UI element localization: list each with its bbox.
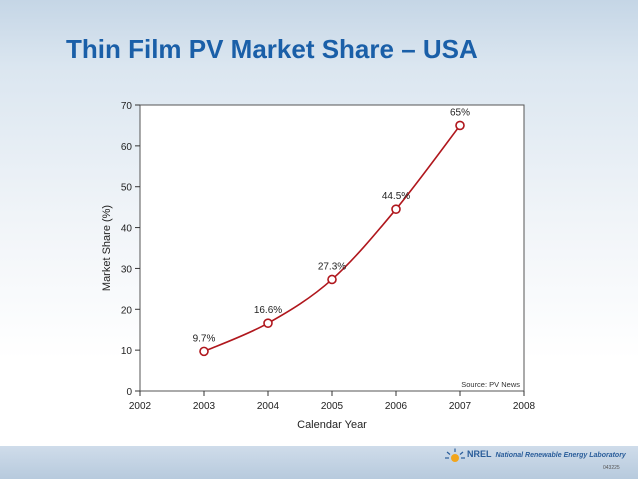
y-tick-label: 40 [121,224,133,235]
data-point [455,120,465,131]
data-label: 16.6% [254,305,282,316]
footer-org-short: NREL [467,449,492,459]
x-tick-label: 2005 [321,401,344,412]
data-label: 65% [450,107,470,118]
y-axis-label: Market Share (%) [101,205,113,291]
data-label: 44.5% [382,191,410,202]
footer-org-full: National Renewable Energy Laboratory [495,452,626,459]
data-label: 9.7% [193,333,216,344]
y-tick-label: 20 [121,305,133,316]
x-tick-label: 2008 [513,401,536,412]
footer-bar [0,446,638,479]
plot-area [139,104,525,392]
data-point [263,318,273,328]
y-tick-label: 50 [121,183,133,194]
slide-title: Thin Film PV Market Share – USA [66,34,478,64]
footer-org-name: NREL National Renewable Energy Laboratory [467,449,626,459]
data-point [391,204,401,214]
x-axis-label: Calendar Year [297,419,367,431]
data-point [327,274,337,285]
y-tick-label: 70 [121,101,133,112]
y-tick-label: 60 [121,142,133,153]
x-tick-label: 2004 [257,401,280,412]
y-tick-label: 30 [121,264,133,275]
x-tick-label: 2007 [449,401,472,412]
y-tick-label: 0 [126,387,132,398]
x-tick-label: 2003 [193,401,216,412]
x-tick-label: 2006 [385,401,408,412]
x-tick-label: 2002 [129,401,152,412]
y-tick-label: 10 [121,346,133,357]
slide-code: 043225 [603,465,620,471]
nrel-sun-logo-icon [445,448,465,462]
data-label: 27.3% [318,261,346,272]
source-annotation: Source: PV News [461,380,520,389]
data-point [199,346,209,357]
